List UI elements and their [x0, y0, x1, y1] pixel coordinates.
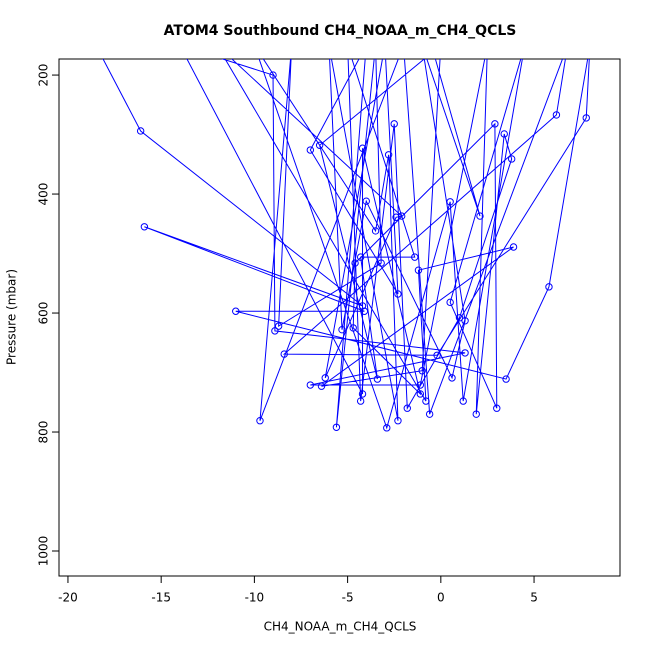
data-point	[363, 42, 369, 48]
y-tick-label: 200	[37, 64, 51, 87]
data-point	[256, 417, 264, 425]
data-point	[356, 253, 365, 261]
data-point	[522, 42, 528, 48]
data-point	[472, 410, 480, 418]
data-point	[372, 42, 378, 48]
data-point	[344, 42, 350, 48]
y-tick-label: 1000	[37, 536, 51, 567]
data-point	[358, 302, 367, 310]
data-point	[500, 130, 508, 138]
x-tick-label: -5	[342, 591, 354, 605]
x-tick-label: 5	[530, 591, 538, 605]
data-point	[251, 42, 257, 48]
data-point	[288, 42, 294, 48]
data-point	[232, 307, 240, 315]
data-point	[587, 42, 593, 48]
data-point	[362, 197, 370, 205]
data-point	[332, 423, 341, 431]
y-axis-label: Pressure (mbar)	[5, 269, 19, 365]
data-point	[317, 382, 326, 390]
data-point	[400, 42, 406, 48]
data-point	[446, 298, 454, 307]
data-point	[403, 404, 411, 412]
data-point	[383, 424, 391, 432]
data-point	[140, 223, 149, 231]
data-point	[274, 322, 283, 330]
data-point	[411, 253, 419, 261]
data-point	[582, 114, 590, 122]
data-point	[351, 259, 359, 267]
data-point	[509, 243, 518, 251]
data-point	[502, 375, 510, 383]
data-point	[394, 417, 402, 425]
data-point	[271, 327, 279, 335]
data-point	[177, 42, 183, 48]
x-axis-label: CH4_NOAA_m_CH4_QCLS	[264, 620, 417, 634]
data-point	[564, 42, 570, 48]
data-point	[377, 259, 385, 267]
data-point	[461, 317, 469, 325]
data-point	[476, 212, 484, 220]
data-point	[93, 42, 99, 48]
data-point	[491, 120, 499, 128]
data-point	[419, 42, 425, 48]
data-point	[394, 290, 402, 298]
data-point	[446, 198, 454, 206]
data-point	[493, 404, 501, 412]
data-point	[438, 42, 444, 48]
data-point	[428, 42, 434, 48]
data-point	[545, 283, 553, 291]
data-point	[418, 367, 426, 375]
x-tick-label: 0	[437, 591, 445, 605]
data-point	[338, 325, 346, 334]
data-point	[349, 324, 357, 332]
x-tick-label: -10	[245, 591, 265, 605]
data-point	[484, 42, 490, 48]
plot-area	[93, 42, 593, 432]
data-point	[373, 375, 382, 383]
data-point	[459, 397, 467, 405]
data-point	[392, 213, 400, 221]
data-point	[306, 381, 315, 389]
data-point	[358, 144, 367, 152]
data-point	[269, 71, 277, 79]
data-point	[306, 146, 315, 154]
data-point	[360, 307, 369, 315]
data-point	[397, 212, 406, 220]
data-point	[461, 349, 469, 357]
x-tick-label: -20	[58, 591, 78, 605]
y-tick-label: 600	[37, 302, 51, 325]
data-point	[416, 390, 425, 398]
y-tick-label: 400	[37, 183, 51, 206]
data-point	[455, 314, 464, 322]
data-point	[321, 374, 329, 382]
data-point	[414, 266, 423, 274]
data-point	[136, 127, 145, 135]
data-point	[384, 151, 393, 159]
data-point	[552, 111, 561, 119]
plot-frame	[58, 58, 621, 577]
series-line	[102, 59, 590, 430]
data-point	[358, 390, 367, 398]
data-point	[416, 381, 425, 389]
data-point	[326, 42, 332, 48]
data-point	[371, 227, 380, 235]
data-point	[214, 42, 220, 48]
data-point	[425, 410, 434, 418]
data-point	[448, 374, 456, 382]
chart-title: ATOM4 Southbound CH4_NOAA_m_CH4_QCLS	[164, 23, 517, 39]
data-point	[315, 141, 324, 149]
data-point	[382, 42, 388, 48]
data-point	[422, 397, 430, 405]
data-point	[390, 120, 398, 128]
data-point	[280, 350, 288, 358]
data-point	[433, 351, 441, 359]
data-point	[356, 397, 365, 405]
x-tick-label: -15	[151, 591, 171, 605]
y-tick-label: 800	[37, 421, 51, 444]
data-point	[507, 155, 516, 163]
